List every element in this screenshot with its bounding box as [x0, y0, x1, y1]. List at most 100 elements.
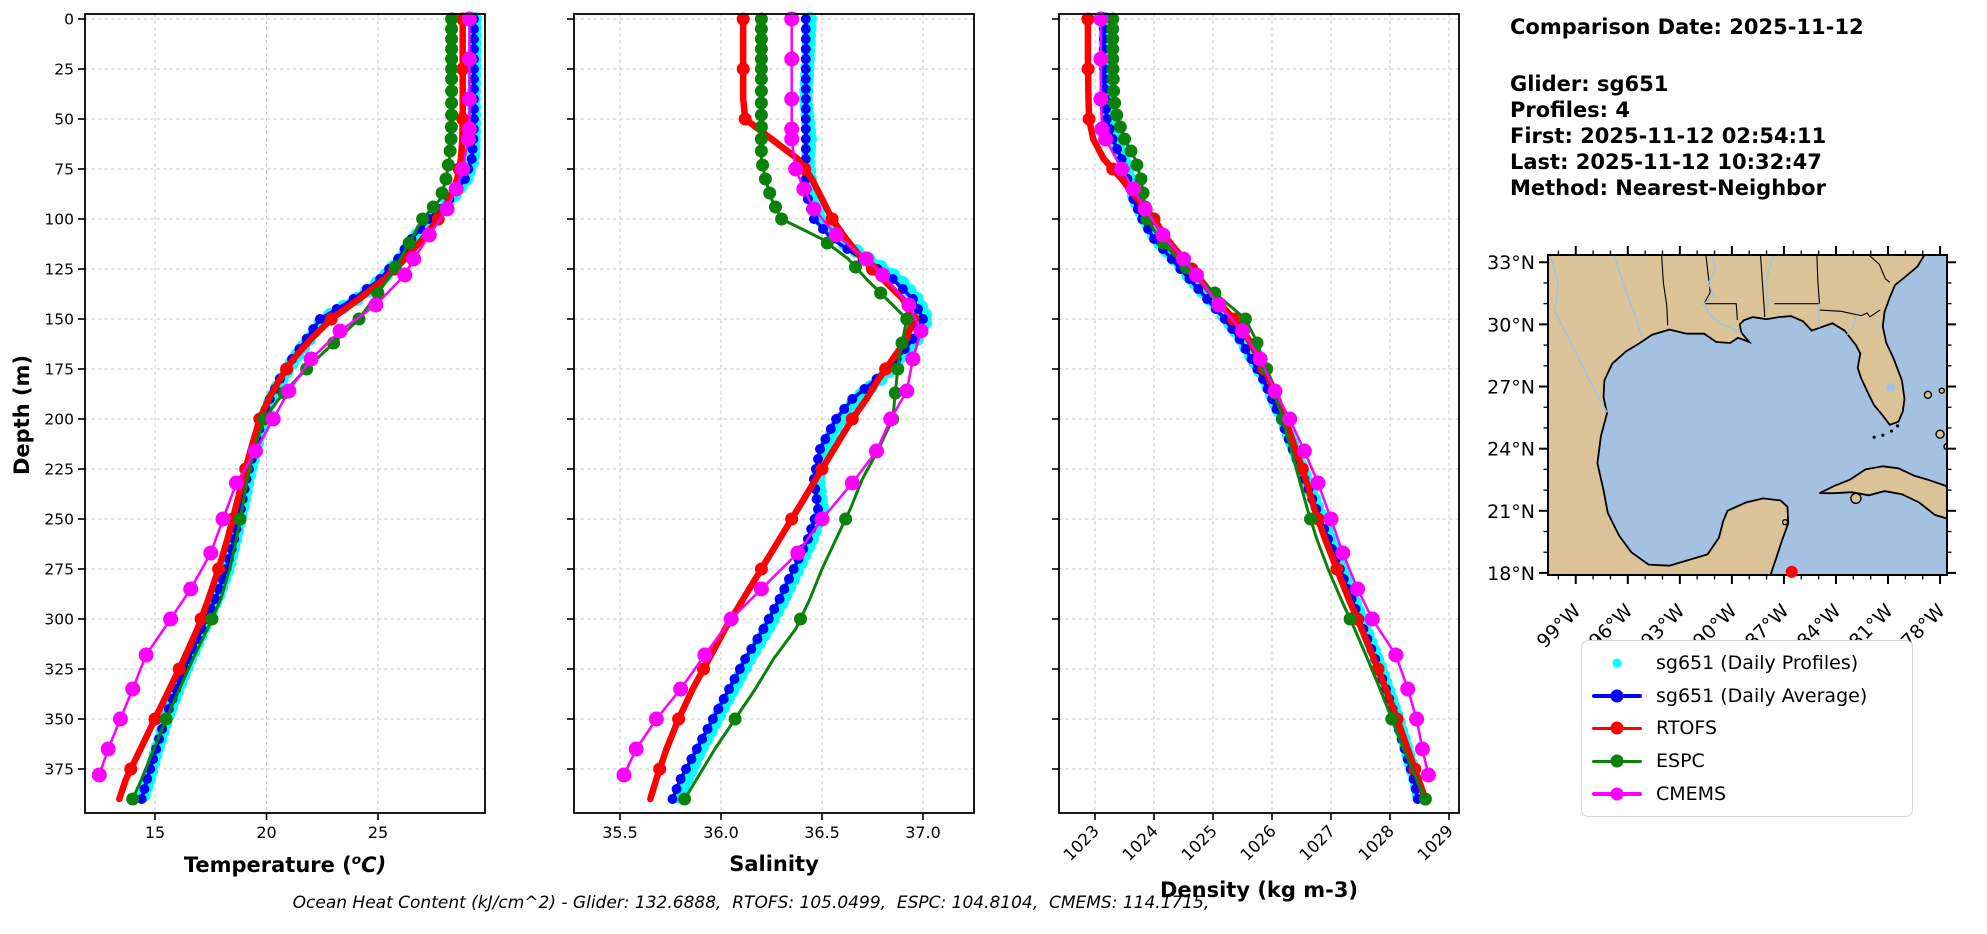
svg-text:24°N: 24°N [1487, 439, 1535, 461]
svg-text:325: 325 [44, 661, 74, 679]
spines [1058, 13, 1460, 814]
series-sg651_daily_average-markers [136, 14, 479, 804]
density-plot: 1023 1024 1025 1026 1027 1028 1029 [1052, 11, 1460, 865]
svg-text:35.5: 35.5 [602, 823, 638, 842]
series-rtofs-markers [124, 12, 470, 776]
salinity-axis-label: Salinity [729, 852, 819, 876]
series-espc-markers [678, 12, 914, 806]
profiles-count-text: Profiles: 4 [1510, 98, 1631, 122]
spines [84, 13, 486, 814]
map-cuba [1819, 465, 1947, 520]
depth-axis-label: Depth (m) [10, 354, 34, 476]
svg-text:33°N: 33°N [1487, 252, 1535, 274]
temperature-plot: 15 20 250255075100125150175200225250275300… [44, 11, 486, 843]
svg-text:1028: 1028 [1355, 821, 1398, 864]
svg-text:225: 225 [44, 461, 74, 479]
series-sg651_daily_profiles [1101, 14, 1424, 804]
svg-text:1027: 1027 [1296, 821, 1339, 864]
series-sg651_daily_profiles [138, 14, 480, 804]
svg-text:21°N: 21°N [1487, 501, 1535, 523]
temperature-axis-label: Temperature (oC) [183, 852, 387, 877]
map-land [1548, 255, 1947, 575]
map-frame [1547, 254, 1948, 576]
daily-average-marker-icon [1592, 689, 1642, 703]
salinity-plot: 35.5 36.0 36.5 37.0 [567, 11, 975, 842]
cmems-marker-icon [1592, 787, 1642, 801]
series-sg651_daily_average [1102, 17, 1420, 801]
svg-text:375: 375 [44, 761, 74, 779]
series-cmems-markers [91, 11, 477, 783]
legend-label: CMEMS [1656, 782, 1727, 805]
svg-text:350: 350 [44, 711, 74, 729]
svg-text:200: 200 [44, 411, 74, 429]
svg-text:50: 50 [54, 111, 74, 129]
legend-item-rtofs: RTOFS [1592, 712, 1902, 744]
svg-text:125: 125 [44, 261, 74, 279]
series [1081, 11, 1436, 806]
glider-info-block: Glider: sg651 Profiles: 4 First: 2025-11… [1510, 71, 1826, 201]
svg-text:27°N: 27°N [1487, 377, 1535, 399]
comparison-date-text: Comparison Date: 2025-11-12 [1510, 15, 1864, 39]
grid [85, 14, 485, 813]
svg-text:1026: 1026 [1237, 821, 1280, 864]
glider-position-marker [1785, 565, 1798, 578]
svg-text:15: 15 [145, 823, 165, 842]
series-cmems-markers [616, 11, 929, 783]
legend-label: ESPC [1656, 750, 1705, 773]
series-rtofs [647, 15, 917, 803]
svg-text:20: 20 [256, 823, 276, 842]
svg-text:18°N: 18°N [1487, 563, 1535, 585]
svg-text:36.0: 36.0 [703, 823, 739, 842]
legend-item-daily-profiles: sg651 (Daily Profiles) [1592, 647, 1902, 679]
legend-label: sg651 (Daily Average) [1656, 684, 1868, 707]
svg-text:25: 25 [368, 823, 388, 842]
series [616, 11, 932, 806]
svg-text:150: 150 [44, 311, 74, 329]
legend-item-espc: ESPC [1592, 745, 1902, 777]
svg-text:1025: 1025 [1178, 821, 1221, 864]
svg-text:1024: 1024 [1119, 821, 1162, 864]
ticks: 15 20 250255075100125150175200225250275300… [44, 11, 388, 843]
series [91, 11, 482, 806]
svg-text:0: 0 [64, 11, 74, 29]
legend-item-cmems: CMEMS [1592, 778, 1902, 810]
legend-item-daily-average: sg651 (Daily Average) [1592, 680, 1902, 712]
svg-text:300: 300 [44, 611, 74, 629]
map-mainland [1548, 255, 1926, 575]
legend: sg651 (Daily Profiles) sg651 (Daily Aver… [1581, 640, 1913, 817]
grid [574, 14, 974, 813]
svg-text:75: 75 [54, 161, 74, 179]
ocean-heat-content-caption: Ocean Heat Content (kJ/cm^2) - Glider: 1… [292, 893, 1210, 913]
svg-text:250: 250 [44, 511, 74, 529]
svg-text:275: 275 [44, 561, 74, 579]
legend-label: RTOFS [1656, 717, 1718, 740]
ticks: 35.5 36.0 36.5 37.0 [567, 18, 941, 842]
svg-text:1023: 1023 [1060, 821, 1103, 864]
spines [573, 13, 975, 814]
series-rtofs [116, 15, 466, 803]
svg-text:37.0: 37.0 [905, 823, 941, 842]
svg-text:30°N: 30°N [1487, 314, 1535, 336]
series-espc [1111, 17, 1427, 801]
first-profile-time-text: First: 2025-11-12 02:54:11 [1510, 124, 1827, 148]
svg-text:175: 175 [44, 361, 74, 379]
svg-text:36.5: 36.5 [804, 823, 840, 842]
espc-marker-icon [1592, 754, 1642, 768]
svg-text:1029: 1029 [1414, 821, 1457, 864]
daily-profiles-marker-icon [1592, 656, 1642, 670]
density-axis-label: Density (kg m-3) [1159, 878, 1359, 902]
legend-label: sg651 (Daily Profiles) [1656, 652, 1859, 675]
series-sg651_daily_average [139, 17, 476, 801]
last-profile-time-text: Last: 2025-11-12 10:32:47 [1510, 150, 1822, 174]
svg-text:99°W: 99°W [1533, 600, 1586, 653]
svg-text:100: 100 [44, 211, 74, 229]
gulf-of-mexico-map: 33°N30°N27°N24°N21°N18°N99°W 96°W 93°W 90°W… [1487, 246, 1956, 653]
series-sg651_daily_average-markers [1098, 14, 1423, 804]
series-sg651_daily_profiles-markers [136, 12, 482, 802]
method-text: Method: Nearest-Neighbor [1510, 176, 1826, 200]
svg-text:25: 25 [54, 61, 74, 79]
series-rtofs [1084, 15, 1429, 803]
rtofs-marker-icon [1592, 721, 1642, 735]
series-cmems-markers [1093, 11, 1436, 783]
